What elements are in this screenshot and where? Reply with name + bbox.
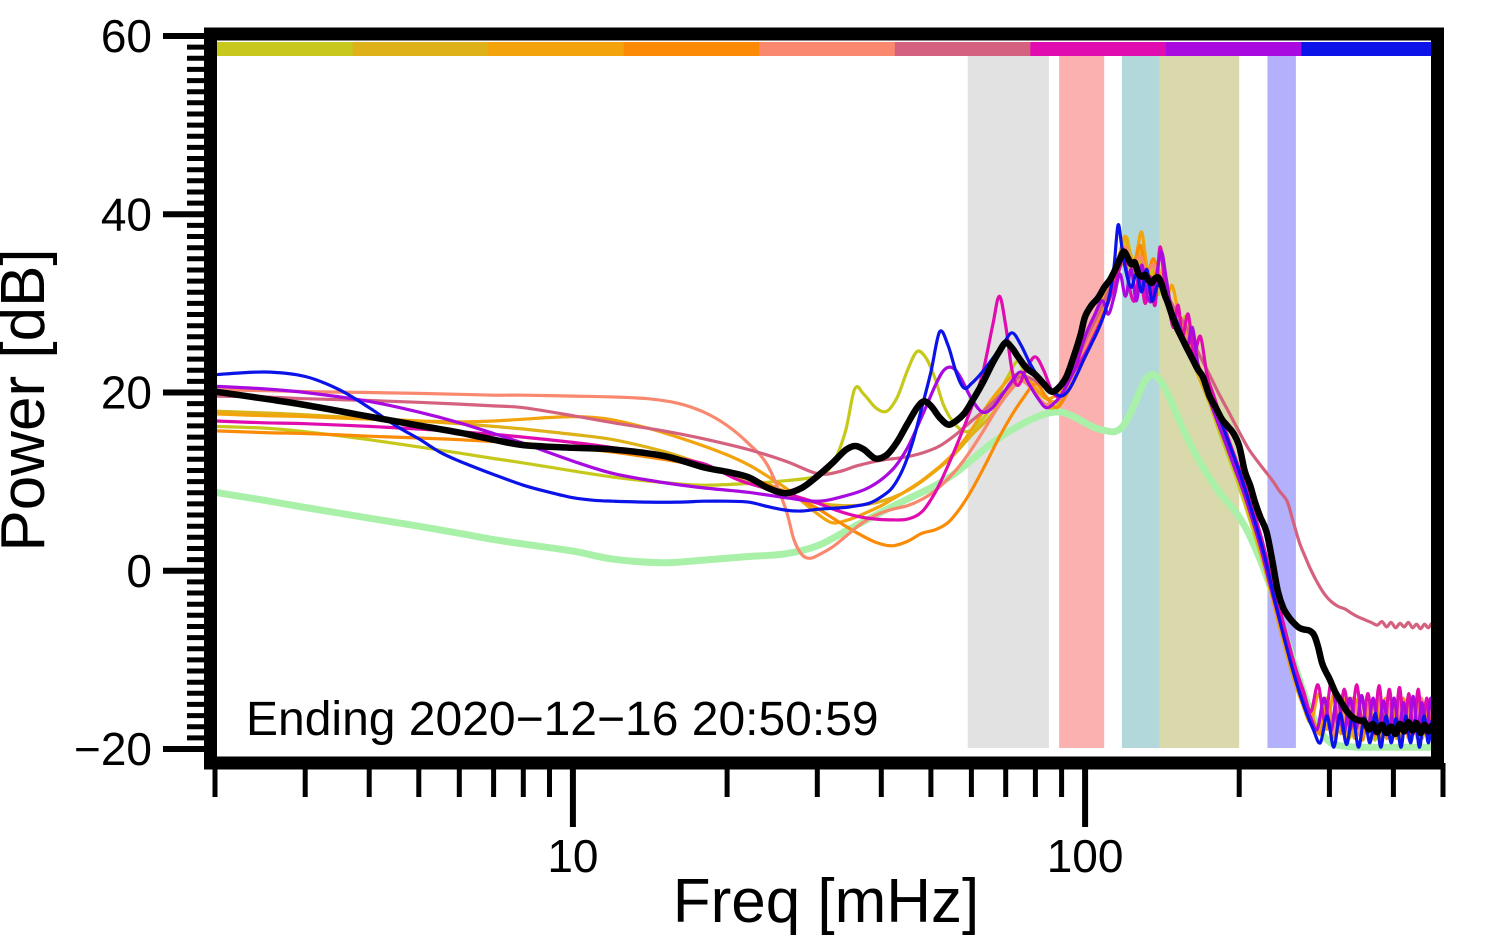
plot-frame	[204, 27, 1444, 770]
series-line-spectrum-9	[216, 223, 1444, 749]
series-line-spectrum-5	[216, 245, 1444, 738]
series-lines	[216, 223, 1444, 751]
series-line-spectrum-4	[216, 243, 1444, 742]
colorbar-segment-5	[759, 42, 896, 56]
y-axis-tick-labels: −20 0 20 40 60	[74, 10, 152, 775]
colorbar-segment-3	[488, 42, 625, 56]
x-tick-label: 10	[547, 830, 598, 882]
band-teal	[1121, 55, 1160, 748]
y-tick-label: −20	[74, 723, 152, 775]
series-line-spectrum-1	[216, 235, 1444, 742]
colorbar-segment-7	[1030, 42, 1167, 56]
band-pink	[1059, 55, 1105, 748]
x-axis-ticks	[212, 763, 1446, 827]
colorbar-segment-1	[217, 42, 354, 56]
colorbar-segment-8	[1165, 42, 1303, 56]
series-line-background-model	[216, 371, 1444, 751]
colorbar-segment-9	[1301, 42, 1438, 56]
series-line-spectrum-7	[216, 245, 1444, 738]
series-line-spectrum-2	[216, 247, 1444, 740]
y-tick-label: 40	[101, 188, 152, 240]
time-colorbar	[217, 42, 1438, 56]
highlight-bands	[967, 55, 1296, 748]
y-axis-ticks	[163, 33, 210, 752]
colorbar-segment-2	[352, 42, 489, 56]
x-axis-title: Freq [mHz]	[673, 867, 980, 936]
colorbar-segment-4	[623, 42, 760, 56]
y-axis-title: Power [dB]	[0, 248, 58, 551]
x-axis-tick-labels: 10 100	[547, 830, 1123, 882]
colorbar-segment-6	[894, 42, 1031, 56]
series-line-spectrum-3	[216, 230, 1444, 740]
y-tick-label: 20	[101, 367, 152, 419]
series-line-spectrum-8	[216, 250, 1444, 736]
x-tick-label: 100	[1047, 830, 1124, 882]
y-tick-label: 0	[126, 545, 152, 597]
series-line-mean	[216, 248, 1444, 738]
band-gray	[967, 55, 1049, 748]
y-tick-label: 60	[101, 10, 152, 62]
ending-time-annotation: Ending 2020−12−16 20:50:59	[246, 693, 879, 746]
